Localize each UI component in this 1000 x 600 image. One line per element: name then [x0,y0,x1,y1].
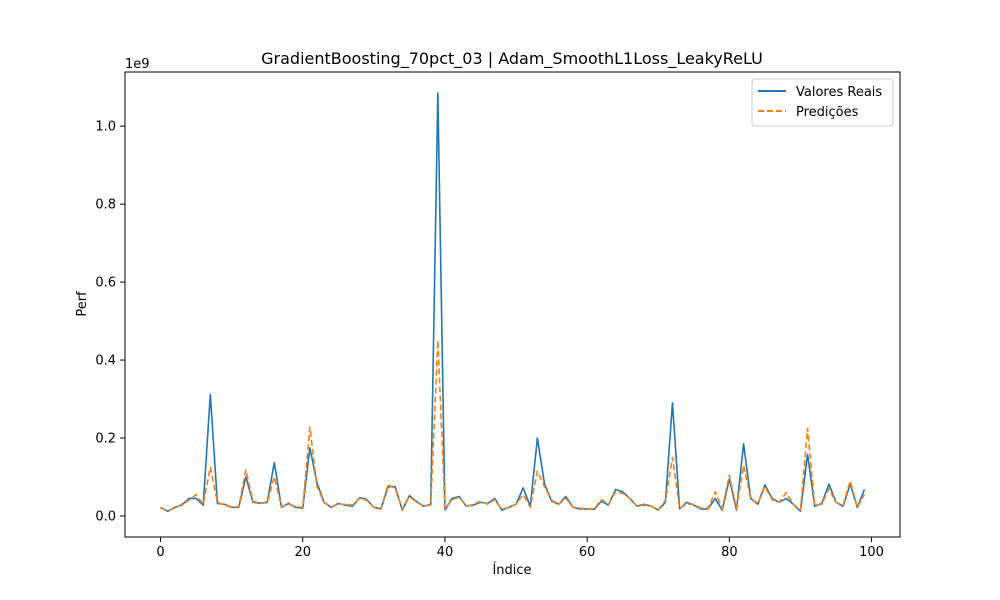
chart-title: GradientBoosting_70pct_03 | Adam_SmoothL… [261,49,763,69]
x-tick-label: 100 [859,545,884,560]
y-tick-label: 1.0 [95,120,116,135]
plot-frame [124,71,901,538]
y-tick-label: 0.2 [95,431,116,446]
y-tick-label: 0.0 [95,509,116,524]
legend: Valores Reais Predições [751,78,894,127]
y-offset-label: 1e9 [125,57,150,72]
x-tick-label: 20 [294,545,311,560]
plot-area [160,92,866,513]
y-axis: 0.0 0.2 0.4 0.6 0.8 1.0 [95,120,125,524]
x-tick-label: 60 [579,545,596,560]
legend-box [751,78,894,127]
y-tick-label: 0.6 [95,276,116,291]
x-tick-label: 80 [721,545,738,560]
x-tick-label: 0 [156,545,164,560]
x-tick-label: 40 [437,545,454,560]
x-axis-label: Índice [492,562,531,578]
legend-label-valores-reais: Valores Reais [796,85,882,100]
y-tick-label: 0.4 [95,354,116,369]
y-axis-label: Perf [75,291,90,317]
series-line-predicoes [160,339,866,512]
x-axis: 0 20 40 60 80 100 [156,537,884,560]
y-tick-label: 0.8 [95,198,116,213]
legend-label-predicoes: Predições [796,105,859,120]
